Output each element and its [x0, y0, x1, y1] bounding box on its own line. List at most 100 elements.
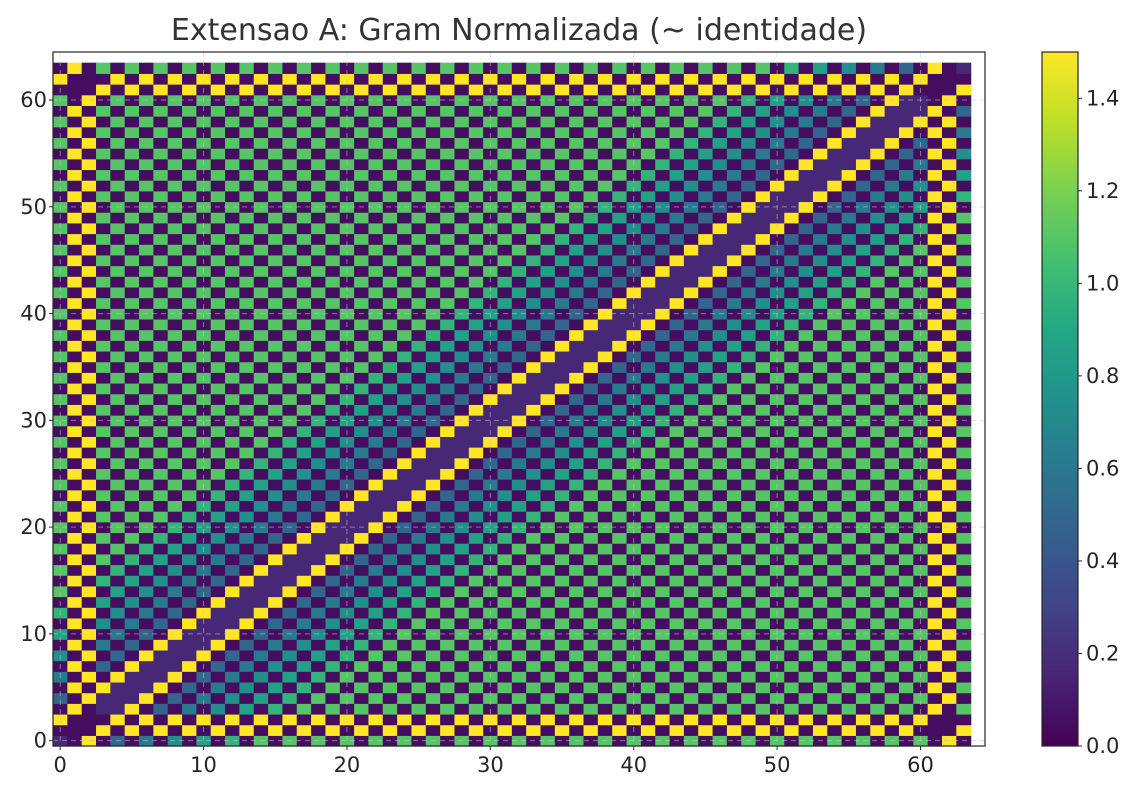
heatmap-cell: [554, 105, 570, 117]
heatmap-cell: [225, 372, 240, 384]
heatmap-cell: [124, 671, 140, 683]
heatmap-cell: [784, 116, 800, 128]
heatmap-cell: [855, 73, 871, 85]
heatmap-cell: [325, 286, 341, 299]
heatmap-cell: [268, 350, 284, 363]
heatmap-cell: [569, 553, 585, 566]
heatmap-cell: [884, 660, 900, 672]
heatmap-cell: [726, 126, 742, 139]
heatmap-cell: [440, 286, 456, 299]
heatmap-cell: [253, 233, 269, 245]
heatmap-cell: [167, 724, 183, 736]
heatmap-cell: [927, 73, 943, 85]
heatmap-cell: [225, 350, 240, 363]
heatmap-cell: [855, 617, 871, 630]
heatmap-cell: [827, 212, 843, 224]
heatmap-cell: [569, 425, 585, 437]
heatmap-cell: [726, 553, 742, 566]
heatmap-cell: [325, 180, 341, 192]
heatmap-cell: [841, 703, 857, 715]
heatmap-cell: [382, 532, 398, 544]
heatmap-cell: [827, 468, 843, 480]
heatmap-cell: [81, 340, 97, 352]
heatmap-cell: [468, 596, 484, 608]
heatmap-cell: [612, 703, 628, 715]
heatmap-cell: [612, 350, 628, 363]
heatmap-cell: [640, 553, 656, 566]
heatmap-cell: [712, 244, 728, 256]
heatmap-cell: [669, 543, 685, 555]
heatmap-cell: [583, 532, 599, 544]
heatmap-cell: [425, 169, 441, 181]
heatmap-cell: [368, 585, 384, 598]
heatmap-cell: [941, 703, 957, 715]
heatmap-cell: [67, 361, 83, 373]
heatmap-cell: [626, 286, 642, 299]
heatmap-cell: [540, 425, 556, 437]
heatmap-cell: [712, 116, 728, 128]
heatmap-cell: [110, 425, 126, 437]
heatmap-cell: [755, 329, 771, 341]
heatmap-cell: [325, 447, 341, 459]
heatmap-cell: [483, 180, 499, 192]
heatmap-cell: [253, 404, 269, 416]
heatmap-cell: [339, 222, 355, 235]
heatmap-cell: [454, 607, 470, 619]
heatmap-cell: [655, 84, 671, 96]
heatmap-cell: [841, 116, 857, 128]
heatmap-cell: [497, 393, 513, 405]
heatmap-cell: [841, 126, 857, 139]
heatmap-cell: [139, 105, 154, 117]
heatmap-cell: [354, 126, 370, 139]
heatmap-cell: [798, 148, 814, 160]
heatmap-cell: [67, 447, 83, 459]
heatmap-cell: [855, 286, 871, 299]
heatmap-cell: [382, 350, 398, 363]
heatmap-cell: [583, 190, 599, 203]
heatmap-cell: [96, 649, 111, 662]
heatmap-cell: [182, 62, 197, 74]
heatmap-cell: [468, 511, 484, 523]
heatmap-cell: [368, 340, 384, 352]
heatmap-cell: [382, 468, 398, 480]
heatmap-cell: [841, 564, 857, 576]
heatmap-cell: [253, 361, 269, 373]
heatmap-cell: [956, 244, 972, 256]
heatmap-cell: [139, 639, 154, 651]
heatmap-cell: [640, 425, 656, 437]
heatmap-cell: [124, 660, 140, 672]
heatmap-cell: [225, 73, 240, 85]
heatmap-cell: [870, 415, 886, 427]
heatmap-cell: [411, 329, 427, 341]
heatmap-cell: [483, 350, 499, 363]
heatmap-cell: [583, 340, 599, 352]
heatmap-cell: [153, 415, 169, 427]
heatmap-cell: [726, 692, 742, 704]
heatmap-cell: [81, 169, 97, 181]
heatmap-cell: [898, 244, 914, 256]
heatmap-cell: [827, 393, 843, 405]
heatmap-cell: [554, 692, 570, 704]
heatmap-cell: [870, 628, 886, 640]
heatmap-cell: [870, 511, 886, 523]
heatmap-cell: [683, 201, 699, 213]
heatmap-cell: [96, 233, 111, 245]
heatmap-cell: [612, 201, 628, 213]
heatmap-cell: [425, 425, 441, 437]
heatmap-cell: [225, 254, 240, 267]
heatmap-cell: [282, 713, 298, 726]
heatmap-cell: [755, 564, 771, 576]
heatmap-cell: [210, 180, 226, 192]
heatmap-cell: [798, 73, 814, 85]
heatmap-cell: [81, 265, 97, 277]
heatmap-cell: [339, 415, 355, 427]
heatmap-cell: [81, 318, 97, 331]
heatmap-cell: [870, 372, 886, 384]
heatmap-cell: [511, 415, 527, 427]
heatmap-cell: [440, 607, 456, 619]
heatmap-cell: [139, 500, 154, 512]
heatmap-cell: [139, 84, 154, 96]
heatmap-cell: [182, 84, 197, 96]
heatmap-cell: [511, 297, 527, 309]
heatmap-cell: [726, 329, 742, 341]
